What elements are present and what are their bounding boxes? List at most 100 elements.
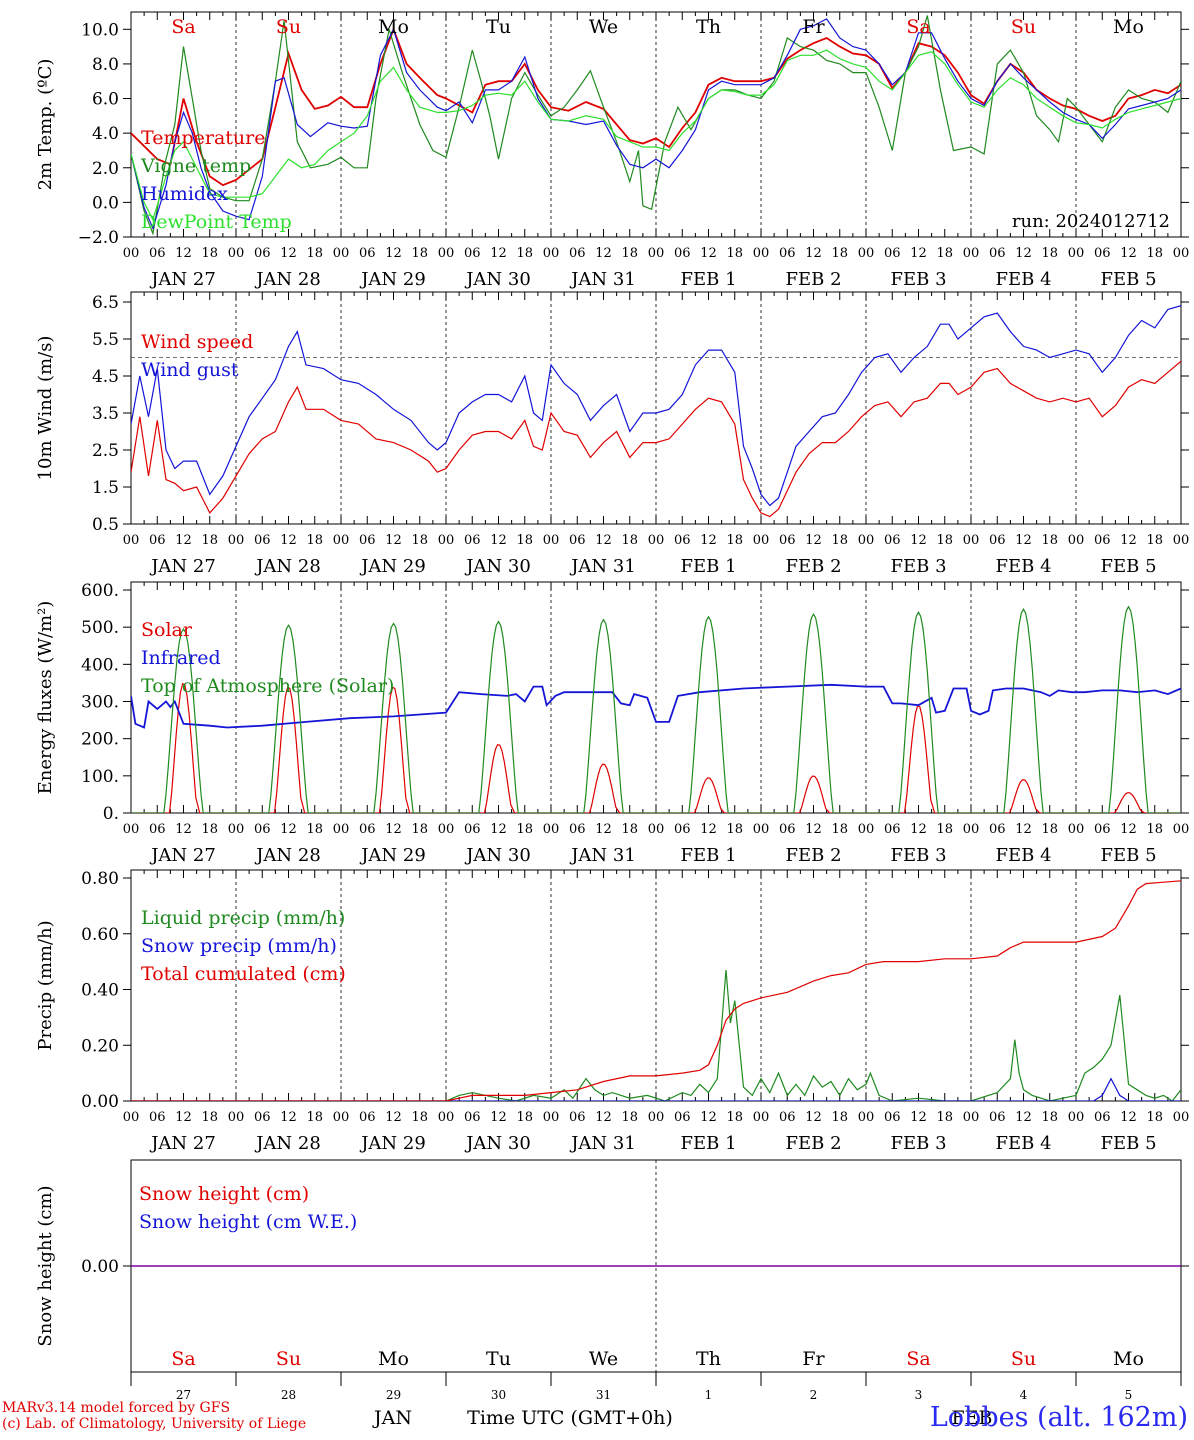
series-snow-precip-mm-h-	[131, 1077, 1181, 1101]
panel-5: 0.00 Snow height (cm) Snow height (cm) Snow…	[35, 1159, 1189, 1429]
hour-tick-label: 06	[359, 1110, 376, 1125]
hour-tick-label: 12	[910, 533, 927, 548]
y-tick-label: 0.00	[81, 1092, 119, 1112]
hour-tick-label: 06	[989, 246, 1006, 261]
hour-tick-label: 06	[359, 533, 376, 548]
y-tick-label: 0.60	[81, 925, 119, 945]
hour-tick-label: 18	[201, 822, 218, 837]
hour-tick-label: 18	[516, 1110, 533, 1125]
series-top-of-atmosphere-solar-	[131, 605, 1181, 813]
hour-tick-label: 18	[411, 822, 428, 837]
hour-tick-label: 18	[411, 533, 428, 548]
hour-tick-label: 00	[123, 246, 140, 261]
hour-tick-label: 12	[805, 1110, 822, 1125]
hour-tick-label: 18	[831, 1110, 848, 1125]
weekday-label: Mo	[1113, 1348, 1144, 1370]
weekday-label: Mo	[1113, 16, 1144, 38]
legend-entry: Infrared	[141, 647, 221, 669]
hour-tick-label: 00	[333, 1110, 350, 1125]
hour-tick-label: 18	[1041, 822, 1058, 837]
hour-tick-label: 12	[910, 246, 927, 261]
panel-1: −2.0 0.0 2.0 4.0 6.0 8.0 10.0 2m Temp. (ºC) 00 06…	[35, 11, 1189, 290]
month-label: JAN	[372, 1407, 412, 1429]
y-axis-label: 10m Wind (m/s)	[35, 336, 56, 481]
hour-tick-label: 00	[753, 1110, 770, 1125]
date-label: FEB 2	[785, 845, 841, 866]
date-label: FEB 2	[785, 269, 841, 290]
series-temperature	[131, 26, 1181, 187]
date-label: FEB 4	[995, 556, 1051, 577]
hour-tick-label: 06	[779, 822, 796, 837]
y-tick-label: 300.	[81, 693, 119, 713]
hour-tick-label: 18	[306, 533, 323, 548]
hour-tick-label: 06	[464, 822, 481, 837]
hour-tick-label: 00	[438, 822, 455, 837]
weekday-label: Sa	[906, 1348, 930, 1370]
y-tick-label: 3.5	[92, 404, 119, 424]
weekday-label: Su	[1011, 16, 1036, 38]
series-humidex	[131, 18, 1181, 231]
date-label: FEB 4	[995, 845, 1051, 866]
y-tick-label: 100.	[81, 767, 119, 787]
hour-tick-label: 00	[753, 246, 770, 261]
y-tick-label: 2.5	[92, 441, 119, 461]
hour-tick-label: 18	[621, 1110, 638, 1125]
credits: MARv3.14 model forced by GFS (c) Lab. of…	[2, 1400, 306, 1432]
weekday-label: Th	[696, 16, 721, 38]
y-tick-label: 6.5	[92, 293, 119, 313]
hour-tick-label: 06	[569, 533, 586, 548]
y-tick-label: 10.0	[81, 20, 119, 40]
y-tick-label: 5.5	[92, 330, 119, 350]
hour-tick-label: 06	[464, 1110, 481, 1125]
month-label: FEB	[951, 1407, 992, 1429]
weekday-label: Sa	[171, 1348, 195, 1370]
series-group	[131, 305, 1181, 518]
date-label: FEB 1	[680, 556, 736, 577]
date-label: FEB 5	[1100, 1133, 1156, 1154]
hour-tick-label: 12	[805, 533, 822, 548]
hour-tick-label: 06	[359, 822, 376, 837]
hour-tick-label: 18	[936, 822, 953, 837]
hour-tick-label: 00	[543, 533, 560, 548]
hour-tick-label: 18	[1041, 533, 1058, 548]
y-tick-label: 4.0	[92, 124, 119, 144]
hour-tick-label: 00	[123, 533, 140, 548]
day-number-label: 5	[1125, 1388, 1133, 1402]
series-wind-gust	[131, 305, 1181, 507]
hour-tick-label: 00	[1068, 1110, 1085, 1125]
hour-tick-label: 00	[333, 533, 350, 548]
hour-tick-label: 18	[1041, 1110, 1058, 1125]
hour-tick-label: 12	[1015, 246, 1032, 261]
series-group	[131, 880, 1181, 1101]
hour-tick-label: 12	[910, 1110, 927, 1125]
hour-tick-label: 18	[621, 533, 638, 548]
weekday-label: Mo	[378, 1348, 409, 1370]
hour-tick-label: 00	[438, 1110, 455, 1125]
weekday-label: We	[589, 16, 618, 38]
hour-tick-label: 12	[490, 533, 507, 548]
y-tick-label: 0.5	[92, 515, 119, 535]
hour-tick-label: 06	[254, 1110, 271, 1125]
hour-tick-label: 12	[1015, 533, 1032, 548]
hour-tick-label: 18	[621, 246, 638, 261]
hour-tick-label: 00	[228, 533, 245, 548]
panel-3: 0. 100. 200. 300. 400. 500. 600. Energy fluxes …	[35, 581, 1189, 866]
hour-tick-label: 12	[805, 246, 822, 261]
legend-entry: Humidex	[141, 183, 228, 205]
hour-tick-label: 06	[149, 533, 166, 548]
hour-tick-label: 18	[516, 533, 533, 548]
hour-tick-label: 06	[779, 1110, 796, 1125]
date-label: JAN 30	[464, 556, 531, 577]
hour-tick-label: 00	[963, 533, 980, 548]
hour-tick-label: 12	[280, 822, 297, 837]
hour-tick-label: 06	[464, 533, 481, 548]
legend-entry: Liquid precip (mm/h)	[141, 907, 345, 929]
date-label: FEB 1	[680, 269, 736, 290]
hour-tick-label: 00	[1173, 1110, 1190, 1125]
y-tick-label: 600.	[81, 581, 119, 601]
hour-tick-label: 00	[1173, 822, 1190, 837]
hour-tick-label: 00	[963, 822, 980, 837]
series-vigne-temp	[131, 15, 1181, 236]
y-tick-label: 400.	[81, 655, 119, 675]
